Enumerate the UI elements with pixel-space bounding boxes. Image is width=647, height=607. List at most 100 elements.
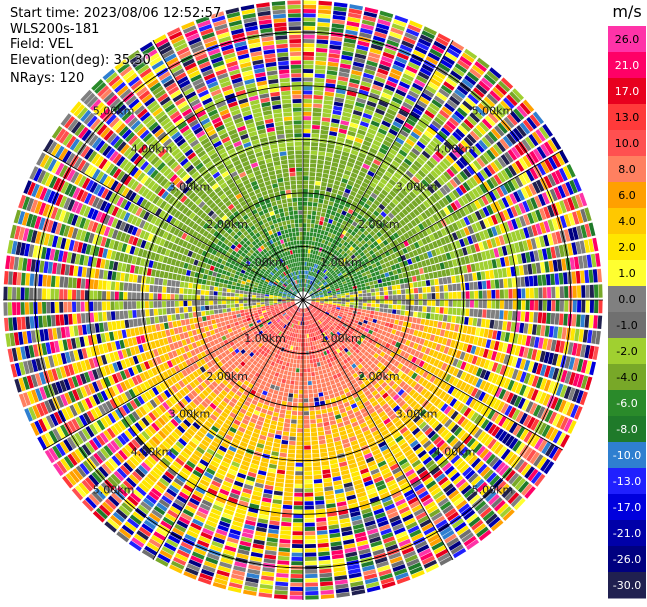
range-gate (534, 473, 546, 487)
range-gate (543, 379, 552, 392)
range-gate (295, 372, 300, 377)
range-gate (455, 159, 465, 170)
range-gate (387, 286, 392, 291)
range-gate (526, 387, 535, 400)
range-gate (523, 386, 531, 398)
range-gate (363, 11, 378, 18)
range-gate (482, 393, 490, 404)
range-gate (469, 162, 479, 173)
range-gate (427, 207, 435, 215)
range-gate (376, 396, 384, 404)
range-gate (454, 390, 463, 399)
range-gate (414, 350, 421, 358)
range-gate (448, 331, 454, 339)
range-gate (546, 312, 551, 324)
range-gate (390, 318, 395, 324)
range-gate (572, 285, 577, 298)
range-gate (303, 206, 308, 211)
range-gate (498, 211, 506, 222)
range-gate (404, 253, 411, 260)
range-gate (514, 229, 522, 241)
range-gate (529, 336, 536, 348)
range-gate (332, 303, 337, 305)
range-gate (531, 224, 538, 237)
range-gate (502, 321, 508, 331)
range-gate (498, 483, 510, 496)
range-gate (294, 385, 299, 390)
range-gate (428, 216, 436, 224)
range-gate (300, 321, 302, 326)
range-gate (460, 418, 470, 428)
range-gate (364, 267, 369, 272)
range-gate (529, 451, 540, 465)
range-gate (467, 385, 475, 395)
range-gate (338, 163, 346, 170)
range-gate (474, 290, 479, 299)
range-gate (435, 307, 440, 314)
range-gate (312, 116, 321, 121)
range-gate (414, 430, 424, 439)
range-gate (368, 52, 381, 59)
range-gate (504, 256, 510, 267)
range-gate (412, 443, 422, 452)
range-gate (502, 342, 508, 353)
range-gate (530, 197, 538, 210)
range-gate (460, 371, 467, 381)
range-gate (329, 312, 334, 316)
range-gate (519, 428, 529, 441)
range-gate (312, 236, 316, 242)
range-gate (317, 422, 323, 428)
range-gate (342, 323, 348, 328)
range-gate (356, 214, 363, 220)
range-gate (345, 212, 352, 218)
range-gate (440, 429, 450, 438)
range-gate (294, 488, 303, 493)
range-gate (412, 403, 421, 411)
range-gate (521, 288, 526, 299)
range-gate (555, 286, 560, 298)
range-gate (346, 134, 355, 141)
range-gate (444, 102, 455, 113)
range-gate (316, 233, 321, 238)
range-gate (477, 309, 483, 318)
range-gate (439, 262, 445, 270)
range-gate (490, 411, 500, 422)
range-gate (304, 424, 310, 429)
range-gate (467, 225, 475, 235)
range-gate (525, 252, 531, 263)
range-gate (535, 349, 542, 362)
range-gate (511, 475, 523, 488)
range-gate (526, 416, 536, 429)
range-gate (447, 284, 453, 292)
range-gate (308, 398, 314, 403)
range-gate (333, 202, 339, 208)
range-gate (428, 405, 436, 414)
range-gate (329, 366, 335, 372)
range-gate (420, 346, 427, 353)
range-gate (369, 92, 380, 100)
range-gate (326, 236, 331, 242)
range-gate (308, 262, 311, 267)
range-gate (418, 377, 425, 385)
range-gate (296, 432, 303, 437)
range-gate (473, 309, 478, 317)
range-gate (432, 232, 440, 240)
range-gate (323, 305, 328, 308)
range-gate (440, 144, 450, 154)
range-gate (322, 280, 326, 284)
range-gate (338, 352, 344, 357)
range-gate (340, 155, 349, 162)
range-gate (317, 22, 330, 27)
range-gate (353, 265, 358, 270)
range-gate (553, 326, 559, 339)
range-gate (412, 208, 420, 216)
range-gate (366, 347, 372, 354)
range-gate (306, 266, 308, 271)
range-gate (393, 353, 400, 360)
range-gate (344, 103, 354, 110)
range-gate (340, 182, 347, 188)
range-gate (396, 289, 401, 295)
range-gate (388, 179, 397, 186)
range-gate (312, 272, 315, 277)
range-gate (384, 304, 389, 309)
